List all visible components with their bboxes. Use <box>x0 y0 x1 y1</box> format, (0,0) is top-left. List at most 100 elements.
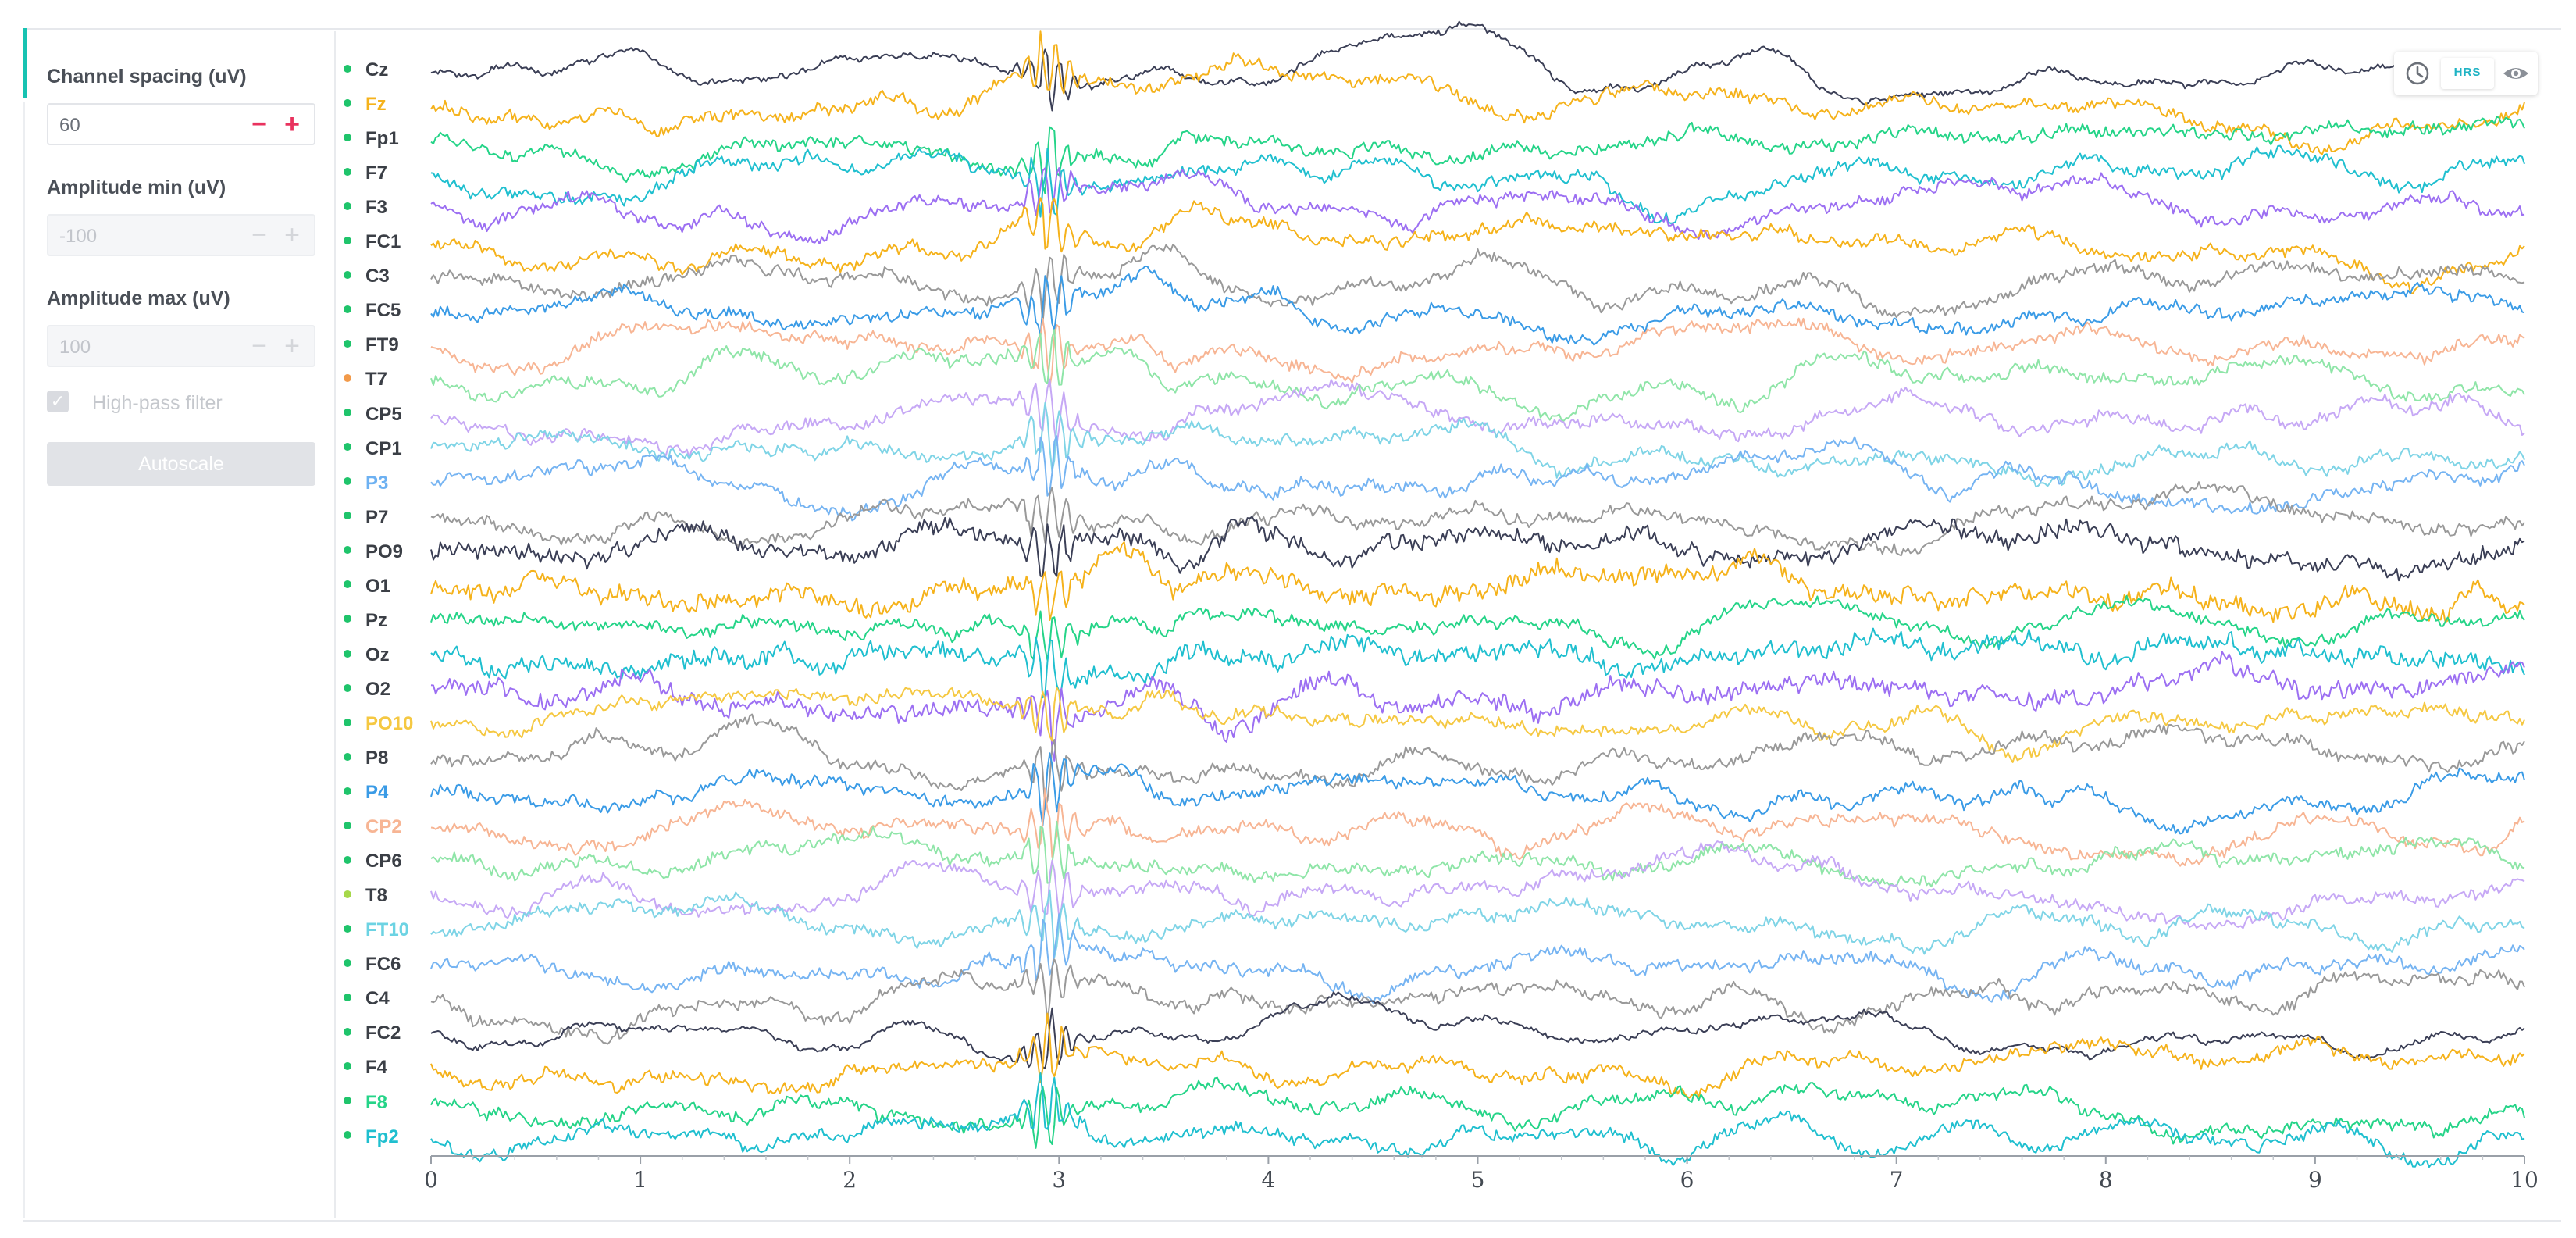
channel-label-f3[interactable]: F3 <box>344 192 387 223</box>
trace-c3 <box>430 244 2525 324</box>
channel-label-p4[interactable]: P4 <box>344 777 388 808</box>
channel-spacing-input[interactable]: 60 − + <box>47 103 315 145</box>
channel-label-p7[interactable]: P7 <box>344 502 388 533</box>
amplitude-min-input[interactable]: -100 − + <box>47 214 315 256</box>
channel-status-dot <box>344 374 351 383</box>
channel-label-cz[interactable]: Cz <box>344 55 388 86</box>
amplitude-max-decrement-button[interactable]: − <box>251 331 267 361</box>
channel-status-dot <box>344 340 351 348</box>
trace-po10 <box>430 687 2525 763</box>
channel-status-dot <box>344 202 351 210</box>
trace-fc2 <box>430 991 2525 1069</box>
channel-label-fz[interactable]: Fz <box>344 89 387 120</box>
channel-label-f8[interactable]: F8 <box>344 1087 387 1118</box>
channel-label-ft10[interactable]: FT10 <box>344 915 409 946</box>
channel-label-p3[interactable]: P3 <box>344 468 388 499</box>
channel-status-dot <box>344 167 351 176</box>
channel-status-dot <box>344 270 351 279</box>
trace-cp1 <box>430 401 2525 488</box>
x-tick-label: 6 <box>1680 1167 1694 1193</box>
channel-status-dot <box>344 855 351 864</box>
channel-label-c3[interactable]: C3 <box>344 261 390 292</box>
channel-label-o1[interactable]: O1 <box>344 571 390 602</box>
channel-name: F3 <box>365 197 388 219</box>
channel-status-dot <box>344 958 351 967</box>
eye-icon[interactable] <box>2500 58 2531 89</box>
trace-cp6 <box>430 820 2525 888</box>
channel-name: C3 <box>365 266 390 287</box>
trace-fc5 <box>430 265 2525 346</box>
channel-name: C4 <box>365 988 390 1010</box>
channel-spacing-value[interactable]: 60 <box>59 115 80 136</box>
channel-label-cp1[interactable]: CP1 <box>344 433 402 465</box>
amplitude-max-increment-button[interactable]: + <box>284 331 300 361</box>
channel-label-t7[interactable]: T7 <box>344 364 387 395</box>
channel-status-dot <box>344 1097 351 1105</box>
channel-label-oz[interactable]: Oz <box>344 640 390 671</box>
channel-status-dot <box>344 133 351 141</box>
channel-name: T8 <box>365 885 388 907</box>
trace-fp2 <box>430 1072 2525 1168</box>
channel-name: CP5 <box>365 403 402 425</box>
amplitude-max-value[interactable]: 100 <box>59 337 91 358</box>
channel-name: F8 <box>365 1091 388 1113</box>
channel-name: T7 <box>365 369 388 391</box>
channel-label-p8[interactable]: P8 <box>344 743 388 774</box>
channel-status-dot <box>344 1028 351 1036</box>
channel-label-ft9[interactable]: FT9 <box>344 330 399 361</box>
x-tick-label: 5 <box>1471 1167 1485 1193</box>
high-pass-filter-checkbox[interactable]: ✓ <box>47 391 69 412</box>
trace-p8 <box>430 713 2525 810</box>
channel-label-cp2[interactable]: CP2 <box>344 812 402 843</box>
x-tick-label: 2 <box>843 1167 857 1193</box>
trace-p7 <box>430 481 2525 557</box>
channel-label-cp5[interactable]: CP5 <box>344 399 402 430</box>
trace-pz <box>430 594 2525 661</box>
channel-spacing-increment-button[interactable]: + <box>284 109 300 139</box>
channel-spacing-decrement-button[interactable]: − <box>251 109 267 139</box>
channel-label-f7[interactable]: F7 <box>344 158 387 189</box>
channel-status-dot <box>344 546 351 555</box>
clock-icon[interactable] <box>2402 58 2433 89</box>
autoscale-button[interactable]: Autoscale <box>47 442 315 486</box>
channel-label-fc5[interactable]: FC5 <box>344 295 401 326</box>
amplitude-min-decrement-button[interactable]: − <box>251 220 267 250</box>
channel-status-dot <box>344 1062 351 1071</box>
trace-o2 <box>430 651 2525 762</box>
trace-fz <box>430 30 2525 155</box>
trace-cp2 <box>430 787 2525 867</box>
amplitude-min-increment-button[interactable]: + <box>284 220 300 250</box>
channel-status-dot <box>344 477 351 486</box>
channel-name: FT9 <box>365 334 399 356</box>
trace-c4 <box>430 958 2525 1045</box>
channel-label-o2[interactable]: O2 <box>344 674 390 705</box>
channel-label-fp2[interactable]: Fp2 <box>344 1122 399 1153</box>
channel-label-fc1[interactable]: FC1 <box>344 227 401 258</box>
channel-label-t8[interactable]: T8 <box>344 880 387 912</box>
channel-name: F7 <box>365 162 388 184</box>
channel-name: F4 <box>365 1057 388 1079</box>
channel-label-po9[interactable]: PO9 <box>344 537 403 568</box>
channel-label-f4[interactable]: F4 <box>344 1052 387 1083</box>
channel-status-dot <box>344 924 351 933</box>
hrs-toggle-button[interactable]: HRS <box>2441 58 2494 89</box>
channel-label-fp1[interactable]: Fp1 <box>344 123 399 155</box>
channel-label-c4[interactable]: C4 <box>344 983 390 1015</box>
amplitude-max-input[interactable]: 100 − + <box>47 325 315 367</box>
hrs-label: HRS <box>2453 66 2482 79</box>
channel-label-cp6[interactable]: CP6 <box>344 846 402 877</box>
channel-status-dot <box>344 236 351 244</box>
channel-label-fc2[interactable]: FC2 <box>344 1018 401 1049</box>
channel-label-po10[interactable]: PO10 <box>344 708 413 740</box>
channel-label-pz[interactable]: Pz <box>344 605 387 637</box>
channel-status-dot <box>344 994 351 1001</box>
amplitude-min-label: Amplitude min (uV) <box>47 177 226 198</box>
channel-name: FC6 <box>365 954 401 976</box>
channel-name: FC5 <box>365 300 401 322</box>
trace-p3 <box>430 435 2525 522</box>
channel-name: P7 <box>365 506 389 528</box>
trace-oz <box>430 627 2525 699</box>
amplitude-min-value[interactable]: -100 <box>59 226 98 247</box>
channel-label-fc6[interactable]: FC6 <box>344 949 401 980</box>
